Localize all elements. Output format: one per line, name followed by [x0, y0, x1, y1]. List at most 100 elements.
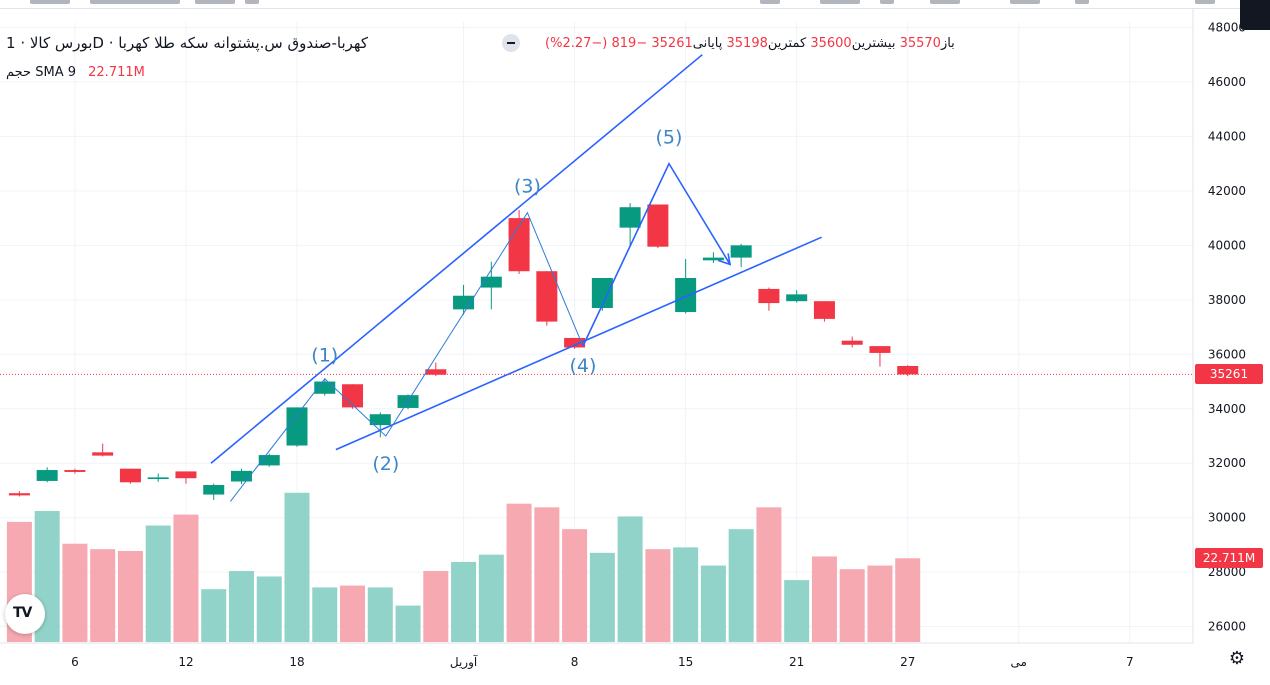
candle-body [591, 278, 613, 308]
drawing-annotations: (1) (2) (3) (4) (5) [210, 54, 822, 502]
toolbar-item[interactable] [760, 0, 780, 4]
low-label: کمترین [767, 36, 807, 51]
volume-bar [423, 571, 449, 642]
close-label: پایانی [692, 36, 723, 51]
price-tick-label: 46000 [1208, 75, 1246, 89]
open-label: باز [940, 36, 955, 51]
toolbar-item[interactable] [1195, 0, 1215, 4]
candle-body [203, 485, 225, 495]
collapse-legend-button[interactable] [502, 34, 520, 52]
volume-value: 22.711M [88, 65, 145, 80]
candle-body [175, 471, 197, 479]
elliott-wave-path [230, 211, 584, 502]
candle-body [786, 294, 808, 302]
time-tick-label: می [1011, 655, 1027, 669]
candle-body [564, 337, 586, 348]
price-tick-label: 30000 [1208, 511, 1246, 525]
candle-body [869, 346, 891, 353]
candle-body [813, 301, 835, 319]
candle-body [508, 218, 530, 272]
top-toolbar [0, 0, 1270, 9]
price-tick-label: 38000 [1208, 293, 1246, 307]
gear-icon[interactable]: ⚙ [1228, 648, 1246, 669]
close-value: 35261 [651, 36, 693, 51]
candle-body [64, 470, 86, 472]
symbol-title[interactable]: بورس کالا · 1D · کهربا-صندوق س.پشتوانه س… [6, 34, 368, 52]
volume-bar [90, 549, 116, 642]
price-axis: 26000 28000 30000 32000 34000 36000 38000 40000… [1208, 20, 1246, 633]
volume-label: حجم [6, 65, 32, 80]
candle-body [730, 245, 752, 258]
time-tick-label: 7 [1126, 655, 1134, 669]
volume-bars [6, 492, 921, 642]
time-tick-label: 15 [678, 655, 693, 669]
toolbar-item[interactable] [930, 0, 960, 4]
price-tick-label: 42000 [1208, 184, 1246, 198]
price-tick-label: 28000 [1208, 565, 1246, 579]
volume-bar [562, 529, 588, 642]
candle-body [119, 468, 141, 483]
volume-bar [839, 569, 865, 642]
time-tick-label: آوریل [450, 654, 478, 670]
price-tick-label: 48000 [1208, 20, 1246, 34]
candle-body [8, 493, 30, 496]
price-tick-label: 40000 [1208, 238, 1246, 252]
volume-bar [728, 529, 754, 642]
volume-bar [617, 516, 643, 642]
toolbar-item[interactable] [30, 0, 70, 4]
time-tick-label: 18 [289, 655, 304, 669]
open-value: 35570 [899, 36, 941, 51]
sma-label: SMA 9 [35, 65, 76, 80]
toolbar-item[interactable] [820, 0, 860, 4]
volume-bar [201, 589, 227, 642]
volume-bar [312, 587, 338, 642]
toolbar-item[interactable] [90, 0, 180, 4]
volume-bar [645, 549, 671, 642]
toolbar-item[interactable] [1075, 0, 1089, 4]
tradingview-logo[interactable]: TV [5, 594, 45, 634]
time-tick-label: 21 [789, 655, 804, 669]
candle-body [841, 340, 863, 345]
volume-bar [117, 551, 143, 642]
toolbar-item[interactable] [1010, 0, 1040, 4]
toolbar-item[interactable] [880, 0, 894, 4]
toolbar-item[interactable] [195, 0, 235, 4]
candle-body [675, 278, 697, 313]
volume-bar [673, 547, 699, 642]
wave-arrow-head [717, 253, 732, 266]
volume-bar [256, 576, 282, 642]
time-tick-label: 8 [571, 655, 579, 669]
volume-bar [700, 565, 726, 642]
high-value: 35600 [810, 36, 852, 51]
candle-body [147, 477, 169, 480]
candle-body [369, 414, 391, 426]
wave-label: (2) [372, 453, 399, 475]
volume-bar [895, 558, 921, 642]
price-tick-label: 34000 [1208, 402, 1246, 416]
volume-legend[interactable]: حجم SMA 9 22.711M [6, 65, 145, 80]
price-tick-label: 26000 [1208, 620, 1246, 634]
volume-bar [867, 565, 893, 642]
change-value: −819 (−2.27%) [545, 36, 648, 51]
candle-body [92, 452, 114, 456]
candle-body [647, 204, 669, 247]
account-icon[interactable] [1240, 0, 1270, 30]
time-axis: 6 12 18 آوریل 8 15 21 27 می 7 [71, 654, 1134, 670]
candle-body [258, 455, 280, 466]
time-tick-label: 12 [178, 655, 193, 669]
time-tick-label: 6 [71, 655, 79, 669]
candle-body [230, 470, 252, 482]
candle-body [425, 369, 447, 375]
volume-bar [367, 587, 393, 642]
candle-body [314, 381, 336, 394]
volume-bar [340, 585, 366, 642]
candle-body [758, 288, 780, 304]
volume-bar [756, 507, 782, 642]
symbol-legend[interactable]: بورس کالا · 1D · کهربا-صندوق س.پشتوانه س… [6, 34, 368, 52]
toolbar-item[interactable] [245, 0, 259, 4]
channel-line [335, 236, 822, 451]
volume-bar [62, 543, 88, 642]
candle-body [897, 366, 919, 375]
volume-bar [478, 554, 504, 642]
